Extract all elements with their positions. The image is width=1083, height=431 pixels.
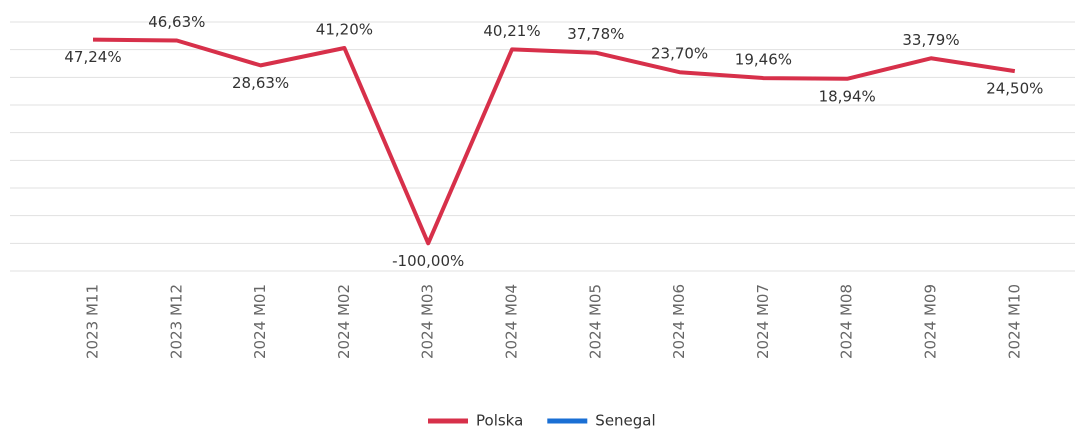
data-label: 41,20% bbox=[316, 21, 373, 39]
data-label: 46,63% bbox=[148, 13, 205, 31]
data-label: 23,70% bbox=[651, 45, 708, 63]
data-label: 37,78% bbox=[567, 25, 624, 43]
data-label: -100,00% bbox=[392, 252, 464, 270]
x-tick-label: 2023 M12 bbox=[167, 284, 185, 359]
x-tick-label: 2024 M03 bbox=[419, 284, 437, 359]
data-label: 19,46% bbox=[735, 51, 792, 69]
x-tick-label: 2024 M06 bbox=[670, 284, 688, 359]
x-tick-label: 2024 M08 bbox=[838, 284, 856, 359]
x-tick-label: 2023 M11 bbox=[84, 284, 102, 359]
x-tick-label: 2024 M09 bbox=[922, 284, 940, 359]
legend-label: Senegal bbox=[595, 412, 655, 430]
x-tick-label: 2024 M07 bbox=[754, 284, 772, 359]
x-tick-label: 2024 M01 bbox=[251, 284, 269, 359]
data-label: 47,24% bbox=[64, 48, 121, 66]
x-tick-label: 2024 M04 bbox=[503, 284, 521, 359]
data-label: 33,79% bbox=[902, 31, 959, 49]
data-label: 40,21% bbox=[483, 22, 540, 40]
x-tick-label: 2024 M05 bbox=[586, 284, 604, 359]
x-tick-label: 2024 M10 bbox=[1005, 284, 1023, 359]
data-label: 18,94% bbox=[819, 87, 876, 105]
data-label: 24,50% bbox=[986, 80, 1043, 98]
line bbox=[92, 37, 1016, 246]
data-label: 28,63% bbox=[232, 74, 289, 92]
legend-label: Polska bbox=[476, 412, 523, 430]
x-tick-label: 2024 M02 bbox=[335, 284, 353, 359]
